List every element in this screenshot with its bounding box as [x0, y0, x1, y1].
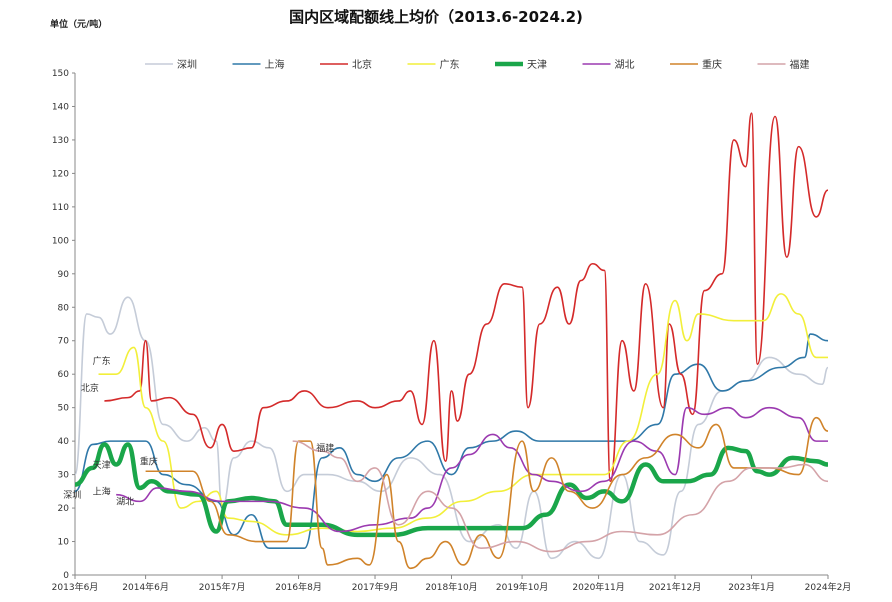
series-annotation: 广东 [93, 355, 111, 367]
x-tick-label: 2024年2月 [805, 581, 852, 593]
series-annotation: 湖北 [116, 497, 134, 508]
y-tick-label: 100 [52, 236, 69, 246]
legend-label: 福建 [790, 58, 810, 71]
series-line-重庆 [145, 416, 829, 570]
axes: 0 10 20 30 40 50 60 70 80 90 100 110 120 130 140 150 201… [52, 69, 852, 593]
x-tick-label: 2023年1月 [728, 581, 775, 593]
series-line-北京 [104, 112, 829, 483]
y-tick-label: 60 [58, 370, 70, 380]
y-tick-label: 90 [58, 270, 70, 280]
series-line-天津 [74, 442, 829, 538]
series-lines [74, 112, 829, 570]
legend-label: 深圳 [177, 59, 197, 71]
y-tick-label: 50 [58, 404, 70, 414]
y-tick-label: 0 [63, 571, 69, 581]
x-tick-label: 2019年10月 [496, 581, 548, 593]
y-tick-label: 20 [58, 504, 70, 514]
legend-label: 重庆 [702, 58, 722, 71]
series-line-福建 [292, 440, 829, 553]
y-tick-label: 40 [58, 437, 70, 447]
x-tick-label: 2020年11月 [572, 581, 624, 593]
y-axis-unit-label: 单位（元/吨） [50, 18, 107, 30]
series-annotation: 重庆 [140, 456, 158, 468]
legend-label: 广东 [440, 58, 460, 71]
series-line-广东 [98, 293, 828, 536]
series-annotation: 福建 [316, 442, 334, 454]
y-tick-label: 80 [58, 303, 70, 313]
series-annotation: 天津 [93, 460, 111, 471]
x-tick-label: 2015年7月 [199, 581, 246, 593]
y-tick-label: 110 [52, 203, 69, 213]
legend-label: 北京 [352, 58, 372, 71]
y-tick-label: 10 [58, 538, 70, 548]
x-tick-label: 2013年6月 [52, 581, 99, 593]
series-annotation: 北京 [81, 382, 99, 394]
y-tick-label: 30 [58, 471, 70, 481]
legend-label: 上海 [265, 58, 285, 71]
chart-title: 国内区域配额线上均价（2013.6-2024.2) [289, 8, 583, 26]
series-annotation: 深圳 [63, 490, 81, 501]
x-tick-label: 2014年6月 [122, 581, 169, 593]
series-line-深圳 [74, 296, 829, 560]
x-tick-label: 2018年10月 [425, 581, 477, 593]
y-tick-label: 120 [52, 169, 69, 179]
y-tick-label: 150 [52, 69, 69, 79]
x-tick-label: 2021年12月 [649, 581, 701, 593]
legend-label: 天津 [527, 59, 547, 71]
x-tick-label: 2016年8月 [275, 581, 322, 593]
series-annotation: 上海 [93, 486, 111, 498]
y-tick-label: 130 [52, 136, 69, 146]
legend: 深圳 上海 北京 广东 天津 湖北 重庆 福建 [145, 58, 810, 71]
x-tick-label: 2017年9月 [352, 581, 399, 593]
series-line-湖北 [116, 406, 828, 533]
y-tick-label: 140 [52, 102, 69, 112]
y-tick-label: 70 [58, 337, 70, 347]
legend-label: 湖北 [615, 59, 635, 71]
